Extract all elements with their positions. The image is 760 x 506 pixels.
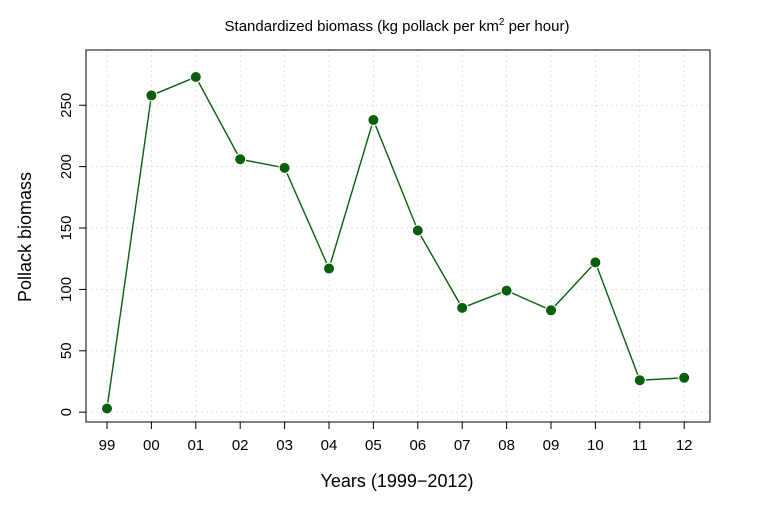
data-point-07 xyxy=(456,301,469,314)
data-point-10 xyxy=(589,256,602,269)
chart-title-superscript: 2 xyxy=(499,17,505,28)
chart-title-suffix: per hour) xyxy=(504,18,569,35)
data-point-12 xyxy=(678,371,691,384)
grid xyxy=(86,50,710,422)
series-line xyxy=(106,76,685,409)
y-tick-label-250: 250 xyxy=(58,93,75,118)
x-tick-label-99: 99 xyxy=(99,437,116,454)
chart-title-main: Standardized biomass (kg pollack per km xyxy=(225,18,499,35)
x-axis-label: Years (1999−2012) xyxy=(321,471,474,491)
y-tick-label-150: 150 xyxy=(58,216,75,241)
x-tick-label-11: 11 xyxy=(632,437,648,454)
chart-title: Standardized biomass (kg pollack per km2… xyxy=(225,17,570,35)
axes: 99 00 01 02 03 04 05 06 07 08 09 10 11 12 0 50 100 150 200… xyxy=(58,49,711,454)
y-tick-label-100: 100 xyxy=(58,277,75,302)
x-tick-label-01: 01 xyxy=(187,437,204,454)
data-point-06 xyxy=(411,224,424,237)
x-tick-label-12: 12 xyxy=(676,437,693,454)
y-tick-label-200: 200 xyxy=(58,154,75,179)
y-axis-label: Pollack biomass xyxy=(15,172,35,302)
plot-frame xyxy=(85,49,711,423)
data-point-05 xyxy=(367,113,380,126)
data-point-08 xyxy=(500,284,513,297)
data-point-01 xyxy=(189,71,202,84)
y-tick-label-50: 50 xyxy=(58,342,75,359)
x-tick-label-05: 05 xyxy=(365,437,382,454)
data-point-00 xyxy=(145,89,158,102)
x-tick-label-10: 10 xyxy=(587,437,604,454)
x-tick-label-09: 09 xyxy=(543,437,560,454)
data-point-11 xyxy=(633,374,646,387)
data-point-99 xyxy=(101,402,113,415)
x-tick-label-03: 03 xyxy=(276,437,293,454)
x-tick-label-04: 04 xyxy=(321,437,338,454)
x-tick-label-06: 06 xyxy=(409,437,426,454)
x-tick-label-02: 02 xyxy=(232,437,249,454)
x-tick-label-00: 00 xyxy=(143,437,160,454)
series xyxy=(101,71,691,415)
data-point-09 xyxy=(545,304,557,317)
x-tick-label-08: 08 xyxy=(498,437,515,454)
data-point-03 xyxy=(278,161,291,174)
y-tick-label-0: 0 xyxy=(58,408,75,416)
data-point-02 xyxy=(234,153,247,166)
data-point-04 xyxy=(323,262,335,275)
x-tick-label-07: 07 xyxy=(454,437,471,454)
